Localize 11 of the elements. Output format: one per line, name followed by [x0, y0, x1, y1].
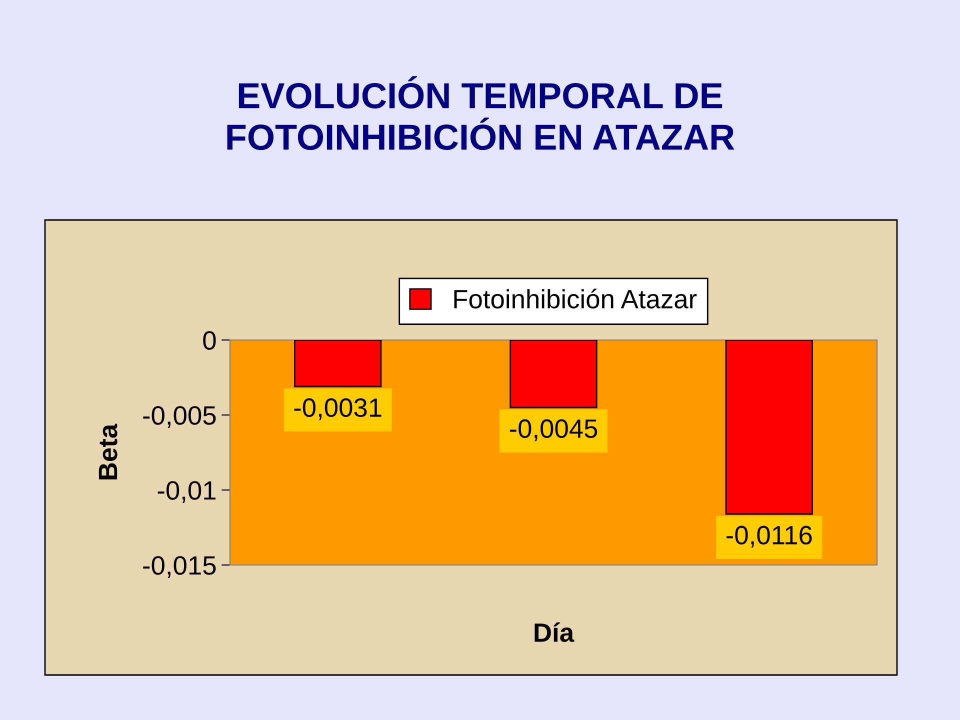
- y-tick-label: -0,01: [158, 481, 216, 503]
- y-axis-title: Beta: [98, 424, 118, 480]
- legend-label: Fotoinhibición Atazar: [454, 288, 697, 308]
- y-tick-label: 0: [203, 331, 216, 350]
- y-tick-label: -0,005: [143, 406, 216, 428]
- data-label: -0,0031: [294, 398, 382, 420]
- y-tick-label: -0,015: [143, 556, 216, 578]
- chart-title: EVOLUCIÓN TEMPORAL DE FOTOINHIBICIÓN EN ATAZAR: [227, 76, 734, 150]
- x-axis-title: Día: [534, 622, 574, 642]
- data-label: -0,0116: [726, 526, 812, 548]
- data-label: -0,0045: [510, 419, 598, 442]
